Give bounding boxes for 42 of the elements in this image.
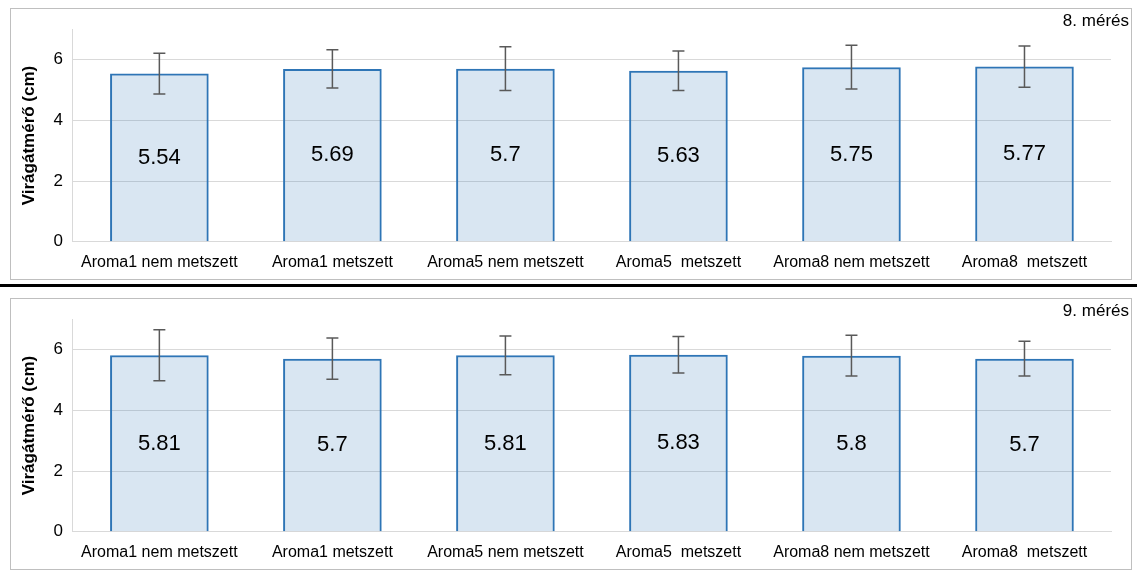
x-tick-label: Aroma8 nem metszett (773, 542, 931, 560)
y-tick-label: 4 (53, 400, 63, 419)
data-label: 5.81 (484, 429, 527, 455)
data-label: 5.7 (1009, 431, 1040, 457)
bar (283, 68, 382, 242)
y-tick-label: 2 (53, 460, 63, 480)
y-tick-label: 4 (53, 110, 63, 129)
x-tick-label: Aroma1 nem metszett (81, 542, 239, 560)
y-tick-label: 0 (53, 231, 63, 251)
annotation: 8. mérés (1062, 11, 1129, 31)
x-tick-label: Aroma8 metszett (961, 542, 1088, 560)
y-tick-label: 2 (53, 170, 63, 190)
data-label: 5.77 (1003, 140, 1046, 166)
data-label: 5.54 (137, 143, 181, 169)
data-label: 5.7 (317, 431, 348, 457)
x-tick-label: Aroma8 metszett (961, 252, 1088, 270)
data-label: 5.7 (490, 141, 521, 167)
x-tick-label: Aroma1 nem metszett (81, 252, 239, 270)
y-axis-title: Virágátmérő (cm) (18, 65, 38, 206)
data-label: 5.63 (657, 142, 700, 168)
y-tick-label: 6 (53, 339, 63, 359)
bar (456, 68, 555, 242)
x-tick-label: Aroma5 nem metszett (427, 542, 585, 560)
data-label: 5.83 (657, 429, 700, 455)
x-tick-label: Aroma1 metszett (271, 542, 394, 560)
y-axis-title: Virágátmérő (cm) (18, 355, 38, 496)
bar (975, 66, 1074, 242)
bar (802, 67, 901, 242)
annotation: 9. mérés (1062, 301, 1129, 321)
data-label: 5.75 (830, 140, 873, 166)
x-tick-label: Aroma5 metszett (615, 252, 742, 270)
y-tick-label: 6 (53, 49, 63, 69)
data-label: 5.8 (836, 429, 867, 455)
bar (629, 70, 728, 242)
x-tick-label: Aroma8 nem metszett (773, 252, 931, 270)
x-tick-label: Aroma5 nem metszett (427, 252, 585, 270)
data-label: 5.81 (137, 429, 181, 455)
x-tick-label: Aroma1 metszett (271, 252, 394, 270)
data-label: 5.69 (310, 141, 354, 167)
y-tick-label: 0 (53, 521, 63, 541)
bar (110, 73, 209, 242)
x-tick-label: Aroma5 metszett (615, 542, 742, 560)
